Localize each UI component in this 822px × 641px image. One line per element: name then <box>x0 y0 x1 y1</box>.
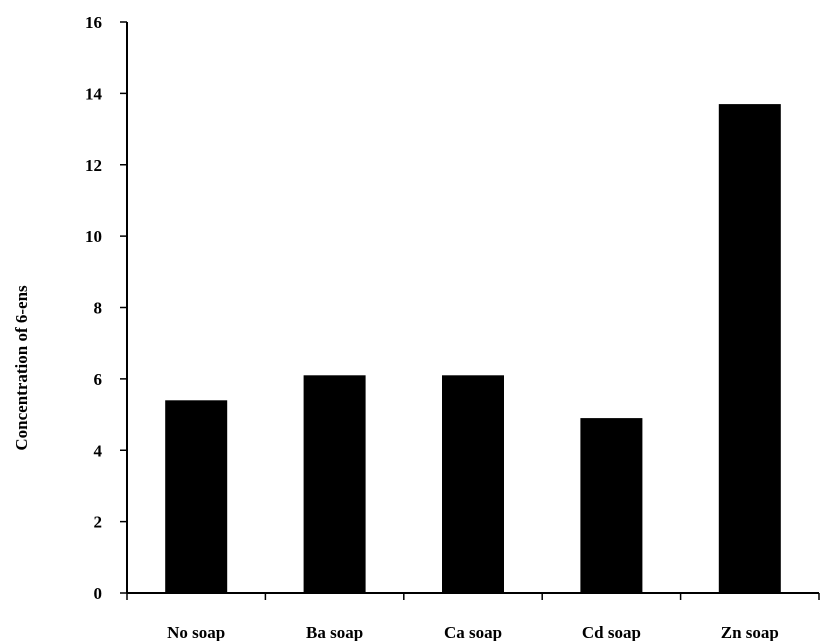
y-tick-label: 12 <box>85 156 102 175</box>
bar-no-soap <box>165 400 228 593</box>
x-tick-label: Ca soap <box>444 623 502 641</box>
y-tick-label: 6 <box>94 370 103 389</box>
labels-layer: 0 2 4 6 8 10 12 14 16 No soap Ba soap Ca soap Cd soa… <box>85 13 779 641</box>
ticks-layer <box>120 21 820 600</box>
bars-layer <box>165 104 781 593</box>
y-tick-label: 0 <box>94 584 103 603</box>
y-axis-title: Concentration of 6-ens <box>12 285 31 451</box>
x-tick-label: No soap <box>167 623 225 641</box>
y-tick-label: 8 <box>94 299 103 318</box>
x-tick-label: Cd soap <box>582 623 641 641</box>
y-tick-label: 4 <box>94 441 103 460</box>
y-tick-label: 2 <box>94 513 103 532</box>
bar-zn-soap <box>718 104 781 593</box>
bar-cd-soap <box>580 418 643 593</box>
bar-ca-soap <box>442 375 504 593</box>
x-tick-label: Zn soap <box>721 623 779 641</box>
y-tick-label: 14 <box>85 84 103 103</box>
bar-ba-soap <box>303 375 366 593</box>
y-tick-label: 10 <box>85 227 102 246</box>
y-tick-label: 16 <box>85 13 102 32</box>
x-tick-label: Ba soap <box>306 623 363 641</box>
